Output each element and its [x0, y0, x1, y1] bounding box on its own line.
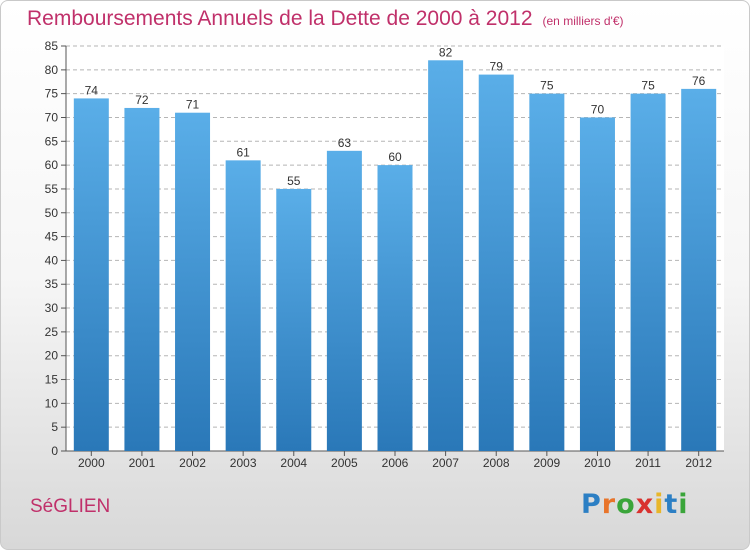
y-tick-label: 5 — [51, 420, 58, 434]
x-tick-label: 2011 — [635, 456, 661, 470]
data-label: 63 — [338, 136, 352, 150]
y-tick-label: 15 — [45, 373, 59, 387]
y-tick-label: 75 — [45, 87, 59, 101]
logo-letter: P — [581, 489, 602, 520]
bar — [124, 107, 160, 452]
y-tick-label: 25 — [45, 325, 59, 339]
data-label: 71 — [186, 98, 200, 112]
logo-letter: i — [678, 489, 689, 520]
data-label: 82 — [439, 45, 453, 59]
y-tick-label: 50 — [45, 206, 59, 220]
x-tick-label: 2009 — [533, 456, 560, 470]
data-label: 75 — [540, 79, 554, 93]
y-tick-label: 45 — [45, 230, 59, 244]
y-tick-label: 85 — [45, 39, 59, 53]
data-label: 75 — [641, 79, 655, 93]
logo-letter: i — [654, 489, 665, 520]
data-label: 55 — [287, 174, 301, 188]
y-tick-label: 0 — [51, 444, 58, 458]
bar — [326, 150, 362, 451]
commune-name: SéGLIEN — [30, 496, 111, 517]
chart-title-text: Remboursements Annuels de la Dette de 20… — [27, 7, 533, 30]
x-tick-label: 2006 — [382, 456, 409, 470]
bar — [175, 112, 211, 452]
x-tick-label: 2000 — [78, 456, 105, 470]
x-tick-label: 2005 — [331, 456, 358, 470]
bar — [225, 160, 261, 451]
logo-letter: t — [664, 489, 679, 520]
y-tick-label: 55 — [45, 182, 59, 196]
bar — [276, 188, 312, 452]
bar — [377, 165, 413, 451]
data-label: 60 — [388, 150, 402, 164]
y-tick-label: 40 — [45, 253, 59, 267]
x-tick-label: 2001 — [129, 456, 156, 470]
chart-subtitle: (en milliers d'€) — [542, 14, 624, 28]
bar — [681, 88, 717, 451]
data-label: 79 — [490, 60, 504, 74]
logo-letter: o — [616, 489, 636, 520]
x-tick-label: 2007 — [432, 456, 459, 470]
proxiti-logo[interactable]: Proxiti — [581, 489, 689, 520]
bar — [529, 93, 565, 451]
bar — [428, 60, 464, 451]
data-label: 74 — [85, 83, 99, 97]
logo-letter: r — [601, 489, 617, 520]
y-tick-label: 30 — [45, 301, 59, 315]
bar — [630, 93, 666, 451]
x-tick-label: 2010 — [584, 456, 611, 470]
bar — [73, 98, 109, 451]
data-label: 76 — [692, 74, 706, 88]
y-tick-label: 35 — [45, 277, 59, 291]
data-label: 61 — [236, 145, 250, 159]
bar — [478, 74, 514, 452]
x-tick-label: 2004 — [280, 456, 307, 470]
bar — [579, 117, 615, 452]
data-label: 70 — [591, 102, 605, 116]
y-tick-label: 20 — [45, 349, 59, 363]
data-label: 72 — [135, 93, 149, 107]
x-tick-label: 2003 — [230, 456, 257, 470]
y-tick-label: 70 — [45, 110, 59, 124]
x-tick-label: 2012 — [685, 456, 712, 470]
x-tick-label: 2008 — [483, 456, 510, 470]
logo-letter: x — [635, 489, 655, 520]
y-tick-label: 80 — [45, 63, 59, 77]
y-tick-label: 65 — [45, 134, 59, 148]
x-tick-label: 2002 — [179, 456, 206, 470]
y-tick-label: 60 — [45, 158, 59, 172]
chart-title: Remboursements Annuels de la Dette de 20… — [27, 7, 624, 31]
y-tick-label: 10 — [45, 396, 59, 410]
